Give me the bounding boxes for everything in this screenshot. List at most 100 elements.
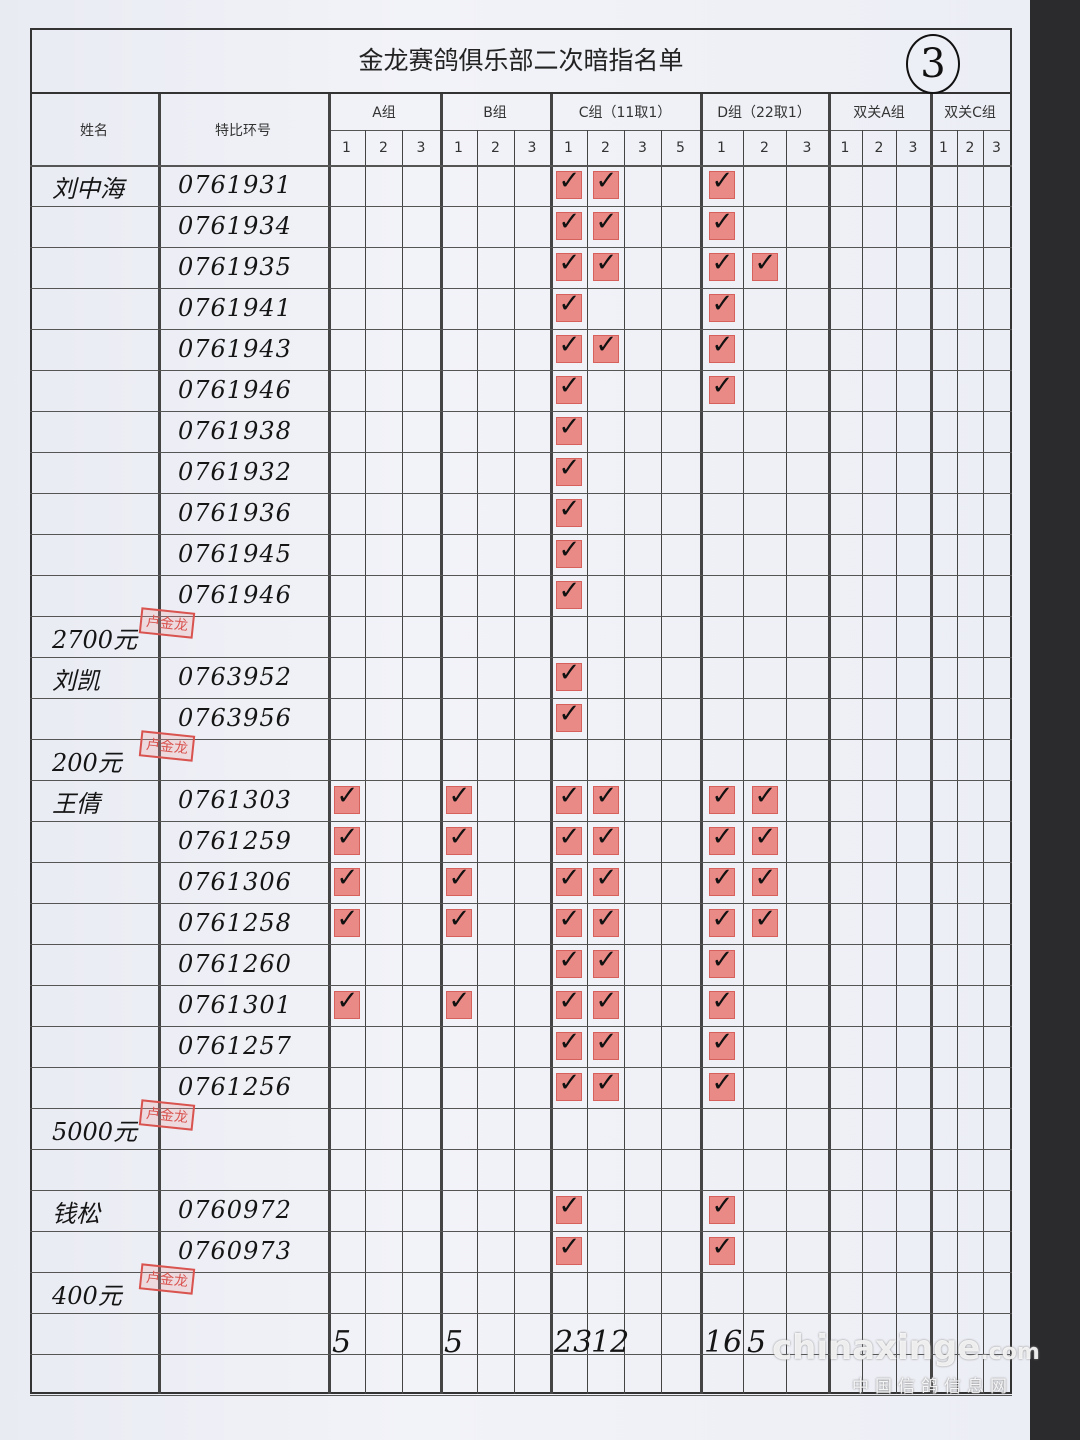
check-stamp-D1: ✓	[708, 289, 735, 322]
ring-number-cell: 0761946	[178, 376, 292, 404]
check-stamp-D1: ✓	[708, 330, 735, 363]
ring-number-cell: 0761943	[178, 335, 292, 363]
table-row: 0761306 ✓ ✓ ✓ ✓ ✓ ✓	[30, 862, 1012, 903]
check-stamp-D1: ✓	[708, 781, 735, 814]
ring-number-cell: 0761946	[178, 581, 292, 609]
checkmark-icon: ✓	[754, 248, 777, 278]
check-stamp-B1: ✓	[445, 863, 472, 896]
header-sub-column: 2	[965, 139, 975, 156]
check-stamp-C1: ✓	[555, 371, 582, 404]
divider	[550, 130, 700, 131]
ring-number-cell: 0761945	[178, 540, 292, 568]
name-cell: 200元	[52, 749, 122, 777]
check-stamp-D1: ✓	[708, 371, 735, 404]
table-row: 0761259 ✓ ✓ ✓ ✓ ✓ ✓	[30, 821, 1012, 862]
checkmark-icon: ✓	[595, 207, 618, 237]
checkmark-icon: ✓	[336, 781, 359, 811]
paper-sheet	[0, 0, 1030, 1440]
header-sub-column: 3	[638, 139, 647, 156]
check-stamp-D1: ✓	[708, 1191, 735, 1224]
check-stamp-C1: ✓	[555, 699, 582, 732]
check-stamp-C1: ✓	[555, 986, 582, 1019]
ring-number-cell: 0761256	[178, 1073, 292, 1101]
row-divider	[30, 1108, 1012, 1109]
check-stamp-A1: ✓	[333, 781, 360, 814]
checkmark-icon: ✓	[711, 248, 734, 278]
total-C1: 23	[554, 1325, 593, 1360]
ring-number-cell: 0761941	[178, 294, 292, 322]
checkmark-icon: ✓	[595, 166, 618, 196]
divider	[828, 94, 831, 1394]
header-group: 双关A组	[853, 105, 905, 121]
checkmark-icon: ✓	[558, 1232, 581, 1262]
divider	[896, 130, 897, 1394]
row-divider	[30, 288, 1012, 289]
check-stamp-D1: ✓	[708, 166, 735, 199]
check-stamp-C1: ✓	[555, 1027, 582, 1060]
row-divider	[30, 370, 1012, 371]
checkmark-icon: ✓	[336, 822, 359, 852]
header-sub-column: 3	[416, 139, 426, 156]
divider	[661, 130, 662, 1394]
checkmark-icon: ✓	[558, 822, 581, 852]
name-cell: 刘凯	[52, 667, 100, 695]
checkmark-icon: ✓	[711, 330, 734, 360]
header-group: C组（11取1）	[578, 105, 672, 121]
check-stamp-C1: ✓	[555, 945, 582, 978]
checkmark-icon: ✓	[448, 822, 471, 852]
ring-number-cell: 0760972	[178, 1196, 292, 1224]
row-divider	[30, 698, 1012, 699]
table-row: 0761257 ✓ ✓ ✓	[30, 1026, 1012, 1067]
check-stamp-C2: ✓	[592, 822, 619, 855]
checkmark-icon: ✓	[595, 781, 618, 811]
check-stamp-C1: ✓	[555, 1068, 582, 1101]
table-row: 0763956 ✓	[30, 698, 1012, 739]
check-stamp-C1: ✓	[555, 822, 582, 855]
row-divider	[30, 493, 1012, 494]
row-divider	[30, 944, 1012, 945]
table-row: 0761946 ✓ ✓	[30, 370, 1012, 411]
divider	[477, 130, 478, 1394]
check-stamp-C1: ✓	[555, 330, 582, 363]
ring-number-cell: 0761301	[178, 991, 292, 1019]
check-stamp-D1: ✓	[708, 1068, 735, 1101]
table-row: 0761945 ✓	[30, 534, 1012, 575]
table-row: 0761932 ✓	[30, 452, 1012, 493]
divider	[402, 130, 403, 1394]
check-stamp-C2: ✓	[592, 986, 619, 1019]
table-row: 200元 卢金龙	[30, 730, 1012, 780]
seal-stamp: 卢金龙	[138, 1099, 196, 1131]
checkmark-icon: ✓	[558, 412, 581, 442]
checkmark-icon: ✓	[711, 289, 734, 319]
ring-number-cell: 0763956	[178, 704, 292, 732]
header-sub-column: 1	[717, 139, 726, 156]
name-cell: 王倩	[52, 790, 100, 818]
checkmark-icon: ✓	[558, 1027, 581, 1057]
header-sub-column: 1	[454, 139, 463, 156]
header-sub-column: 3	[992, 139, 1001, 156]
divider	[624, 130, 625, 1394]
checkmark-icon: ✓	[558, 699, 581, 729]
name-cell: 刘中海	[52, 175, 124, 203]
seal-stamp: 卢金龙	[138, 730, 196, 762]
checkmark-icon: ✓	[558, 986, 581, 1016]
check-stamp-C2: ✓	[592, 863, 619, 896]
table-row	[30, 1149, 1012, 1190]
checkmark-icon: ✓	[448, 781, 471, 811]
watermark-subtitle: 中国信鸽信息网	[852, 1377, 1013, 1397]
check-stamp-B1: ✓	[445, 986, 472, 1019]
divider	[983, 130, 984, 1394]
checkmark-icon: ✓	[711, 166, 734, 196]
header-sub-column: 3	[527, 139, 537, 156]
checkmark-icon: ✓	[558, 494, 581, 524]
row-divider	[30, 657, 1012, 658]
check-stamp-C1: ✓	[555, 494, 582, 527]
row-divider	[30, 1026, 1012, 1027]
check-stamp-D2: ✓	[751, 904, 778, 937]
check-stamp-C1: ✓	[555, 412, 582, 445]
table-row: 0761260 ✓ ✓ ✓	[30, 944, 1012, 985]
page-number: 3	[906, 34, 960, 94]
check-stamp-C2: ✓	[592, 166, 619, 199]
divider	[365, 130, 366, 1394]
divider	[158, 94, 161, 1394]
